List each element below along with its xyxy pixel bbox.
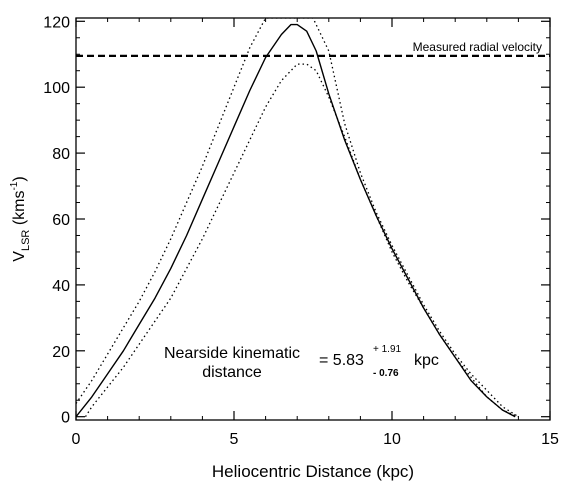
y-tick-label: 20 bbox=[52, 344, 70, 361]
annotation-equation: = 5.83 bbox=[319, 352, 364, 369]
y-tick-label: 40 bbox=[52, 278, 70, 295]
y-axis-title-unit-close: ) bbox=[11, 176, 28, 181]
y-tick-label: 0 bbox=[61, 410, 70, 427]
y-axis-title-sub: LSR bbox=[20, 230, 32, 251]
x-tick-label: 0 bbox=[72, 431, 81, 448]
velocity-curve-dotted-2 bbox=[84, 63, 519, 418]
measured-velocity-label: Measured radial velocity bbox=[413, 40, 542, 54]
y-axis-title-main: V bbox=[11, 251, 28, 262]
annotation-unit: kpc bbox=[414, 352, 439, 369]
annotation-lower-error: - 0.76 bbox=[373, 368, 399, 379]
curves-layer bbox=[76, 18, 519, 418]
x-tick-label: 5 bbox=[230, 431, 239, 448]
annotation-label-line2: distance bbox=[202, 364, 262, 381]
y-axis-title: VLSR (kms-1) bbox=[9, 176, 32, 261]
x-tick-label: 15 bbox=[541, 431, 559, 448]
axes-layer: 0 5 10 15 0 20 40 60 80 100 120 bbox=[43, 14, 559, 448]
y-tick-label: 100 bbox=[43, 80, 70, 97]
annotation-label-line1: Nearside kinematic bbox=[164, 345, 300, 362]
x-tick-label: 10 bbox=[383, 431, 401, 448]
y-tick-label: 120 bbox=[43, 14, 70, 31]
x-axis-title: Heliocentric Distance (kpc) bbox=[212, 462, 414, 481]
y-tick-label: 80 bbox=[52, 146, 70, 163]
y-tick-label: 60 bbox=[52, 212, 70, 229]
y-axis-title-unit-sup: -1 bbox=[9, 181, 20, 190]
annotation-upper-error: + 1.91 bbox=[373, 344, 402, 355]
y-axis-title-unit-open: (kms bbox=[11, 191, 28, 230]
plot-frame bbox=[75, 17, 551, 421]
